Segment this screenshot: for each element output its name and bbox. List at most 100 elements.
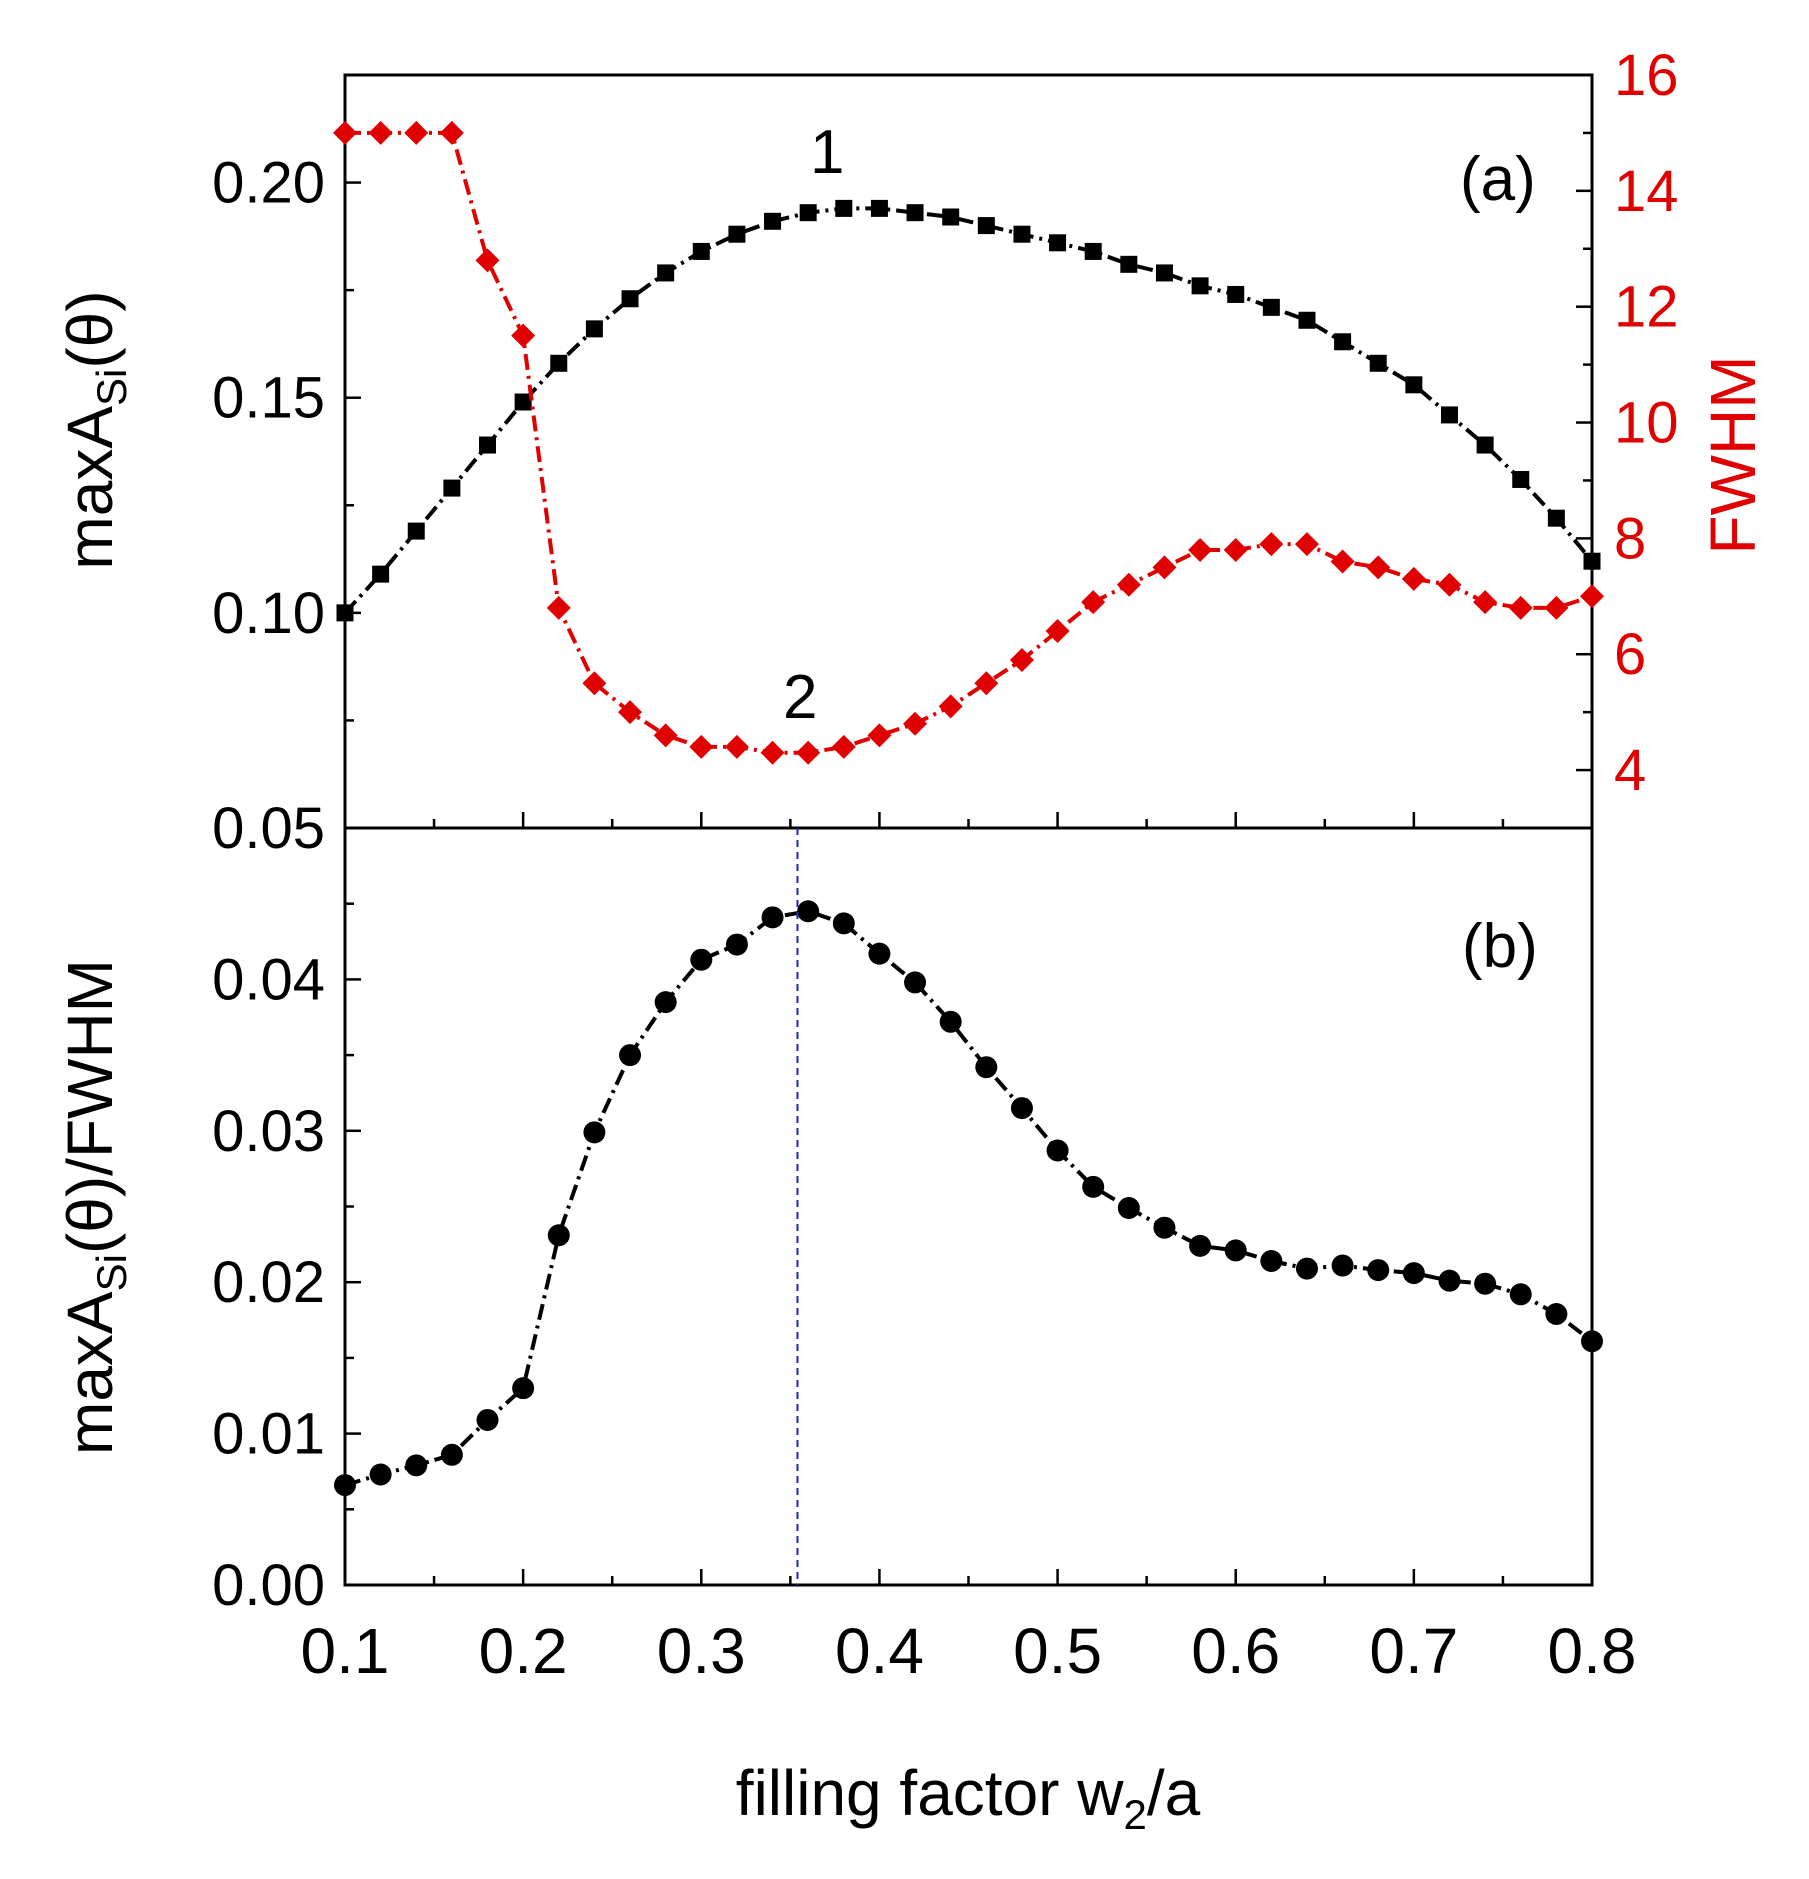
panel-a-y2-tick-label: 12 (1614, 275, 1679, 340)
series-1-point (1512, 470, 1530, 488)
series-1-point (1049, 234, 1067, 252)
series-1-point (977, 217, 995, 235)
panel-a-y-tick-label: 0.20 (212, 151, 325, 216)
panel-b-point (440, 1443, 463, 1466)
series-1-point (407, 522, 425, 540)
series-1-point (1120, 255, 1138, 273)
panel-b-point (1224, 1239, 1247, 1262)
series-1-point (728, 225, 746, 243)
x-tick-label: 0.7 (1369, 1615, 1458, 1687)
series-1-line (343, 206, 1594, 615)
series-2-label: 2 (783, 663, 817, 732)
panel-b-point (1331, 1254, 1354, 1277)
series-1-point (372, 565, 390, 583)
series-1-point (1440, 406, 1458, 424)
series-2-point (368, 120, 393, 145)
panel-b-label: (b) (1462, 912, 1538, 981)
panel-b-point (547, 1224, 570, 1247)
series-1-point (1547, 509, 1565, 527)
series-2-point (903, 711, 928, 736)
panel-a-y-tick-label: 0.15 (212, 366, 325, 431)
series-2-point (1116, 572, 1141, 597)
series-2-point (1473, 590, 1498, 615)
series-2-point (1081, 590, 1106, 615)
panel-b-point (1117, 1197, 1140, 1220)
panel-a-frame (343, 73, 1594, 830)
series-2-point (1152, 555, 1177, 580)
series-1-point (906, 204, 924, 222)
panel-b-point (1402, 1262, 1425, 1285)
series-1-point (692, 242, 710, 260)
series-2-point (439, 120, 464, 145)
panel-b-ticks: 0.00 0.01 0.02 0.03 0.04 (212, 902, 361, 1618)
panel-b-point (512, 1377, 535, 1400)
series-2-point (1366, 555, 1391, 580)
x-axis-label: filling factor w2/a (736, 1757, 1201, 1838)
panel-b-point (369, 1463, 392, 1486)
panel-b-point (1367, 1259, 1390, 1282)
panel-b-y-tick-label: 0.04 (212, 947, 325, 1012)
x-tick-label: 0.4 (835, 1615, 924, 1687)
series-2-point (1009, 648, 1034, 673)
series-1-point (657, 264, 675, 282)
series-1-point (1476, 436, 1494, 454)
panel-b-point (1545, 1302, 1568, 1325)
panel-b-y-tick-label: 0.02 (212, 1250, 325, 1315)
series-1-point (870, 199, 888, 217)
x-tick-label: 0.1 (301, 1615, 390, 1687)
panel-b-point (1010, 1097, 1033, 1120)
panel-b-series-group (334, 900, 1603, 1497)
panel-b-point (1581, 1330, 1603, 1353)
series-2-point (1580, 584, 1604, 609)
series-2-point (1045, 619, 1070, 644)
series-2-point (974, 671, 999, 696)
panel-a-y-axis-label: maxASi(θ) (54, 290, 135, 569)
x-tick-label: 0.3 (657, 1615, 746, 1687)
series-1-point (799, 204, 817, 222)
series-2-point (796, 740, 821, 765)
panel-b-y-axis-label: maxASi(θ)/FWHM (54, 959, 135, 1455)
x-tick-label: 0.2 (479, 1615, 568, 1687)
series-2-point (1330, 549, 1355, 574)
panel-b-point (405, 1454, 428, 1477)
series-2-point (333, 120, 357, 145)
panel-a-y2-tick-label: 8 (1614, 506, 1646, 571)
panel-b-point (1189, 1234, 1212, 1257)
panel-b-y-tick-label: 0.00 (212, 1553, 325, 1618)
series-1-point (764, 212, 782, 230)
series-1-point (1227, 285, 1245, 303)
series-2-point (1508, 595, 1533, 620)
series-2-line (345, 130, 1593, 755)
x-tick-label: 0.8 (1548, 1615, 1637, 1687)
panel-a-y2-tick-label: 16 (1614, 43, 1679, 108)
panel-b-point (1474, 1272, 1497, 1295)
series-2-point (1401, 566, 1426, 591)
series-1-point (585, 320, 603, 338)
right-y-axis-label: FWHM (1697, 355, 1769, 554)
series-1-point (1013, 225, 1031, 243)
series-1-point (1155, 264, 1173, 282)
series-2-point (546, 595, 571, 620)
panel-b-point (619, 1044, 642, 1067)
series-2-point (618, 700, 643, 725)
panel-b-point (725, 933, 748, 956)
series-1-point (1583, 552, 1601, 570)
series-1-label: 1 (810, 118, 844, 187)
x-axis-ticks: 0.1 0.2 0.3 0.4 0.5 0.6 0.7 0.8 (301, 812, 1637, 1687)
panel-b-point (690, 948, 713, 971)
panel-b-point (654, 991, 677, 1014)
series-1-group (336, 199, 1601, 622)
series-1-point (1298, 311, 1316, 329)
series-2-point (831, 734, 856, 759)
series-2-group (333, 120, 1604, 765)
series-2-point (938, 694, 963, 719)
series-2-point (653, 723, 678, 748)
panel-a-label: (a) (1460, 145, 1536, 214)
panel-b-point (761, 906, 784, 929)
panel-b-point (334, 1474, 356, 1497)
panel-b-point (868, 942, 891, 965)
series-1-point (514, 393, 532, 411)
x-tick-label: 0.6 (1191, 1615, 1280, 1687)
